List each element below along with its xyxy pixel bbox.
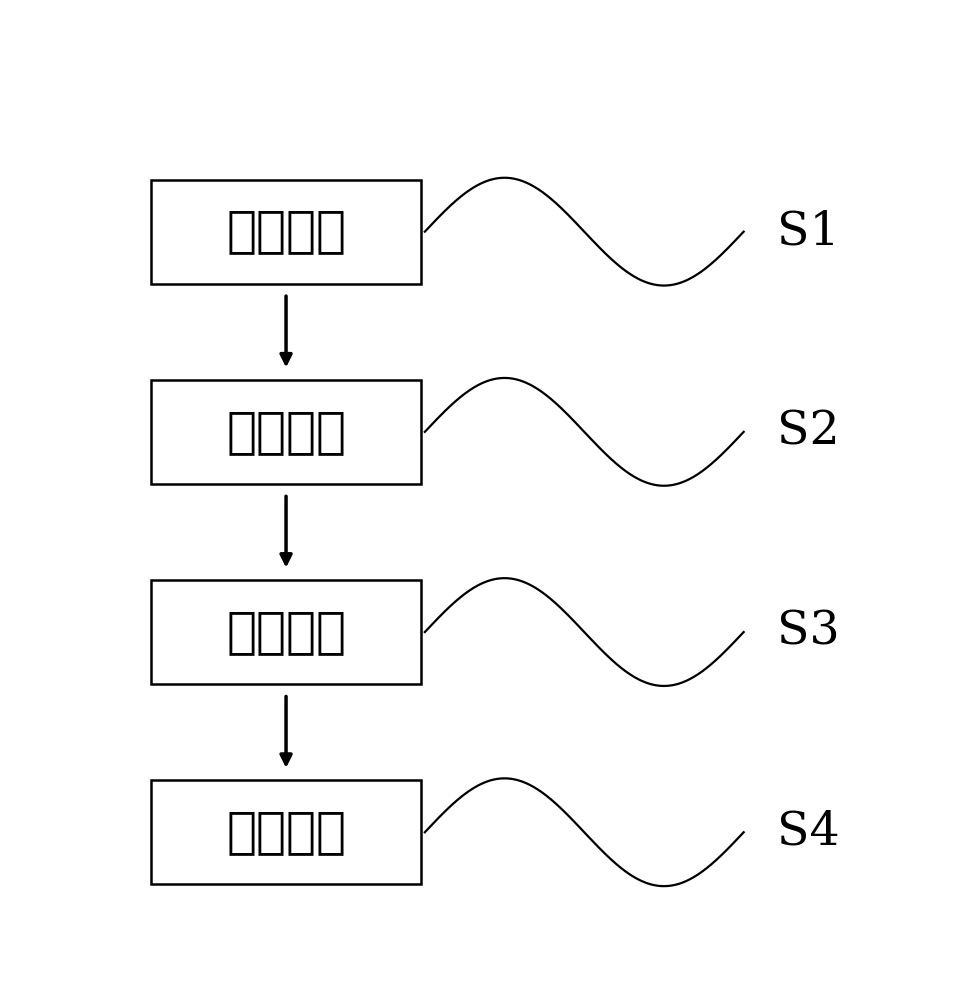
Text: S4: S4 (777, 810, 840, 855)
Text: 取得成品: 取得成品 (227, 808, 346, 856)
Text: S1: S1 (777, 209, 840, 254)
Bar (151, 580, 421, 684)
Bar (151, 380, 421, 484)
Bar (151, 780, 421, 884)
Text: S2: S2 (777, 409, 840, 454)
Text: 溶液调解: 溶液调解 (227, 208, 346, 256)
Text: 混合反应: 混合反应 (227, 408, 346, 456)
Bar (151, 180, 421, 284)
Text: 精细处理: 精细处理 (227, 608, 346, 656)
Text: S3: S3 (777, 609, 840, 655)
